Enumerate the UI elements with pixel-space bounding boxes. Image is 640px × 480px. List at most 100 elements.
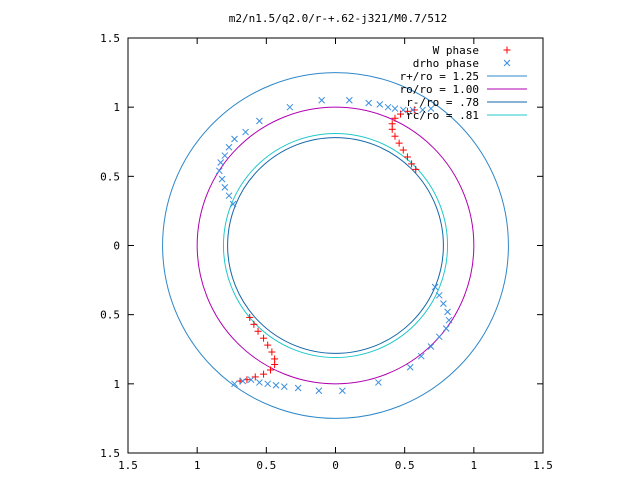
w-phase-point [251,373,259,381]
cross-b [217,159,225,166]
cross-b [391,105,399,112]
w-phase-point [266,366,274,374]
drho-phase-point [435,291,443,299]
drho-phase-point [256,117,263,125]
cross-b [365,99,373,107]
cross-b [221,184,229,191]
drho-phase-point [315,387,323,395]
drho-phase-point [294,384,302,392]
drho-phase-point [242,128,249,136]
reference-circle [227,137,444,354]
drho-phase-point [231,380,238,388]
cross-b [406,363,414,371]
drho-phase-point [318,96,326,104]
cross-b [399,106,407,114]
drho-phase-point [256,379,263,386]
w-phase-point [412,165,420,173]
x-tick-label: 0.5 [256,459,276,472]
x-tick-label: 0.5 [395,459,415,472]
drho-phase-point [445,316,453,324]
plot-frame [127,37,544,454]
w-phase-point [399,146,407,154]
data-markers [215,96,453,395]
w-phase-point [391,132,399,140]
w-phase-point [410,106,418,114]
cross-b [247,376,255,384]
legend-label: r+/ro = 1.25 [400,70,479,83]
cross-b [280,383,288,390]
cross-b [345,96,353,104]
cross-b [442,325,450,332]
drho-phase-point [444,308,451,316]
w-phase-point [403,153,411,161]
y-tick-label: 1.5 [100,447,120,460]
drho-phase-point [229,200,237,208]
cross-b [231,380,238,388]
y-tick-label: 1.5 [100,32,120,45]
drho-phase-point [435,333,443,341]
drho-phase-point [365,99,373,107]
drho-phase-point [409,106,417,114]
drho-phase-point [376,101,384,108]
drho-phase-point [419,106,427,114]
x-tick-label: 1.5 [118,459,138,472]
drho-phase-point [399,106,407,114]
w-phase-point [264,341,272,349]
cross-b [419,106,427,114]
w-phase-point [408,160,416,168]
drho-phase-point [217,159,225,166]
w-phase-point [260,334,268,342]
w-phase-point [254,327,262,335]
cross-b [375,379,382,386]
drho-phase-point [431,283,439,291]
cross-b [409,106,417,114]
legend-label: rc/ro = .81 [406,109,479,122]
cross-b [229,200,237,208]
drho-phase-point [339,387,346,395]
w-phase-point [503,46,511,54]
drho-phase-point [221,152,229,159]
y-tick-label: 0 [113,240,120,253]
cross-b [431,283,439,291]
y-tick-label: 0.5 [100,309,120,322]
legend-label: W phase [433,44,479,57]
cross-b [242,128,249,136]
drho-phase-point [231,135,238,143]
drho-phase-point [427,105,435,112]
w-phase-point [250,320,258,328]
reference-circle [196,106,475,385]
drho-phase-point [239,377,247,385]
cross-b [215,167,223,175]
drho-phase-point [221,184,229,191]
cross-b [272,381,280,389]
x-tick-label: 0 [332,459,339,472]
legend-label: drho phase [413,57,479,70]
w-phase-point [397,110,405,118]
cross-b [294,384,302,392]
cross-b [427,343,435,350]
x-tick-label: 1 [194,459,201,472]
reference-circle [162,72,509,419]
w-phase-point [260,370,268,378]
w-phase-point [391,114,399,122]
cross-b [225,143,233,151]
cross-b [256,117,263,125]
legend-label: ro/ro = 1.00 [400,83,479,96]
y-tick-label: 0.5 [100,170,120,183]
cross-b [221,152,229,159]
y-tick-label: 1 [113,378,120,391]
w-phase-point [271,360,279,368]
drho-phase-point [225,143,233,151]
drho-phase-point [503,59,511,67]
drho-phase-point [384,103,392,111]
legend-label: r-/ro = .78 [406,96,479,109]
drho-phase-point [345,96,353,104]
drho-phase-point [215,167,223,175]
drho-phase-point [406,363,414,371]
drho-phase-point [280,383,288,390]
w-phase-point [395,139,403,147]
cross-b [256,379,263,386]
cross-b [440,300,447,307]
